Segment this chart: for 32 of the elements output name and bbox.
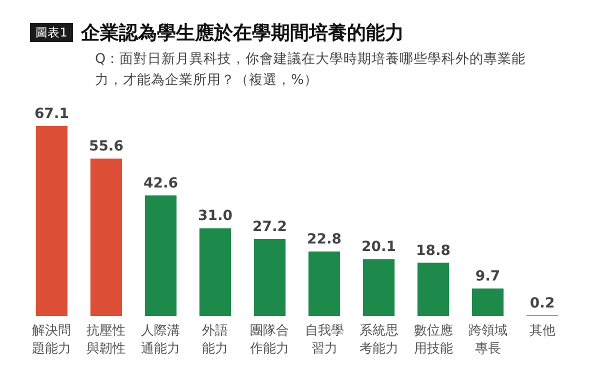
- bar: [308, 251, 340, 316]
- data-label: 18.8: [416, 242, 451, 259]
- data-label: 27.2: [252, 218, 288, 235]
- x-tick-label: 數位應用技能: [414, 324, 453, 356]
- data-label: 42.6: [143, 175, 178, 192]
- data-label: 9.7: [475, 268, 500, 285]
- bar: [472, 288, 504, 316]
- x-tick-label: 解決問題能力: [32, 324, 72, 356]
- x-tick-label: 抗壓性與韌性: [86, 324, 126, 356]
- data-label: 31.0: [198, 208, 233, 224]
- chart-subtitle: Q：面對日新月異科技，你會建議在大學時期培養哪些學科外的專業能力，才能為企業所用？（複選，%）: [95, 51, 526, 88]
- data-label: 55.6: [88, 138, 124, 155]
- bar: [144, 195, 177, 316]
- data-label: 22.8: [306, 231, 342, 248]
- bar: [417, 262, 450, 316]
- x-tick-label: 跨領域專長: [468, 324, 508, 356]
- bar: [36, 126, 68, 316]
- text: 圖表1: [36, 26, 68, 40]
- bar: [254, 238, 286, 316]
- bar: [362, 259, 395, 316]
- x-tick-label: 其他: [529, 324, 556, 338]
- bar: [90, 158, 122, 316]
- data-label: 67.1: [34, 106, 69, 122]
- bar: [199, 228, 232, 316]
- x-tick-label: 系統思考能力: [359, 324, 398, 356]
- x-tick-label: 人際溝通能力: [141, 324, 180, 356]
- x-tick-label: 外語能力: [202, 324, 228, 356]
- x-tick-label: 團隊合作能力: [249, 324, 290, 356]
- chart-title: 企業認為學生應於在學期間培養的能力: [80, 22, 404, 44]
- data-label: 20.1: [361, 239, 396, 256]
- x-tick-label: 自我學習力: [304, 324, 344, 356]
- data-label: 0.2: [530, 295, 555, 312]
